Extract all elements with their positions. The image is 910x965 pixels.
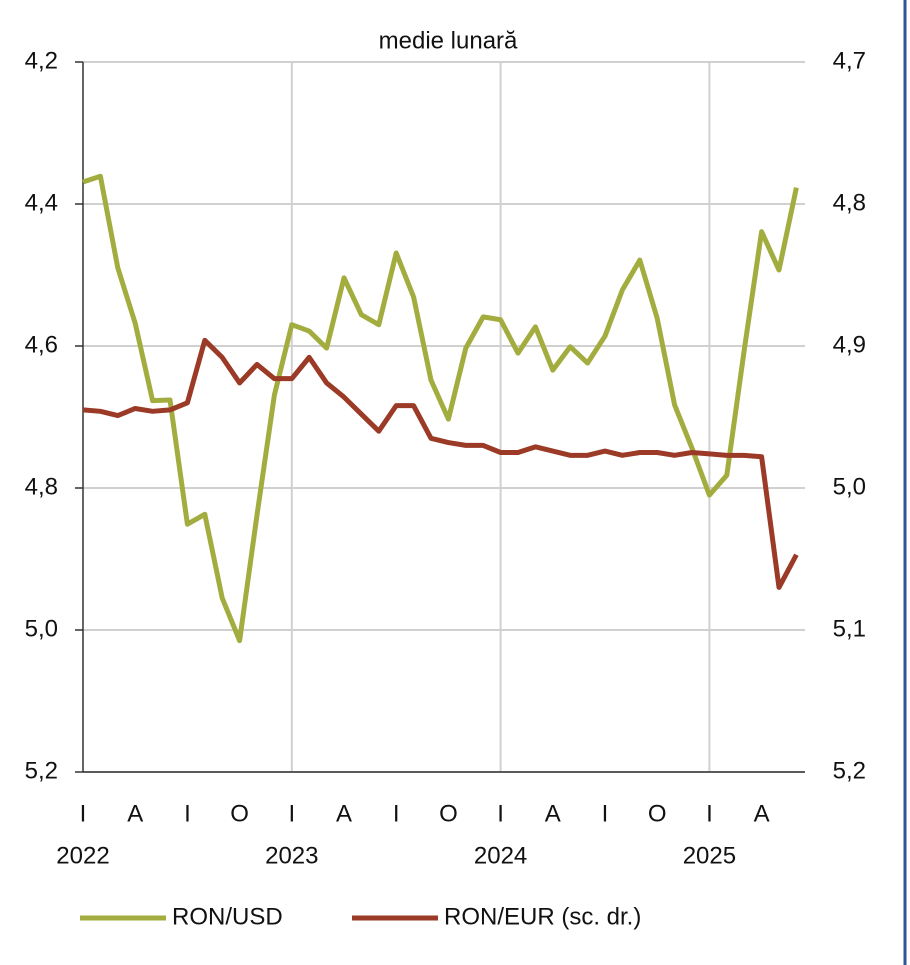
x-tick-label: I [184,800,191,827]
x-tick-label: A [336,800,352,827]
y-tick-label: 4,8 [25,473,58,500]
y-tick-label: 4,2 [25,47,58,74]
x-tick-label: A [127,800,143,827]
x-tick-label: I [602,800,609,827]
y-tick-label: 4,4 [25,189,58,216]
x-tick-label: I [80,800,87,827]
x-tick-label: O [648,800,667,827]
x-tick-label: I [497,800,504,827]
legend-label: RON/EUR (sc. dr.) [444,903,641,930]
x-tick-label: O [230,800,249,827]
y-tick-label: 4,6 [25,331,58,358]
x-tick-label: A [754,800,770,827]
x-tick-label: I [706,800,713,827]
y2-tick-label: 4,8 [833,189,866,216]
legend-label: RON/USD [172,903,283,930]
year-label: 2022 [56,842,109,869]
y-tick-label: 5,0 [25,615,58,642]
year-label: 2025 [683,842,736,869]
x-tick-label: O [439,800,458,827]
chart-title: medie lunară [379,27,518,54]
x-tick-label: I [393,800,400,827]
y2-tick-label: 5,2 [833,757,866,784]
y2-tick-label: 5,1 [833,615,866,642]
year-label: 2024 [474,842,527,869]
y2-tick-label: 4,9 [833,331,866,358]
y2-tick-label: 4,7 [833,47,866,74]
series-line [82,173,799,644]
y2-tick-label: 5,0 [833,473,866,500]
y-tick-label: 5,2 [25,757,58,784]
x-tick-label: A [545,800,561,827]
series-line [82,337,799,590]
year-label: 2023 [265,842,318,869]
x-tick-label: I [288,800,295,827]
